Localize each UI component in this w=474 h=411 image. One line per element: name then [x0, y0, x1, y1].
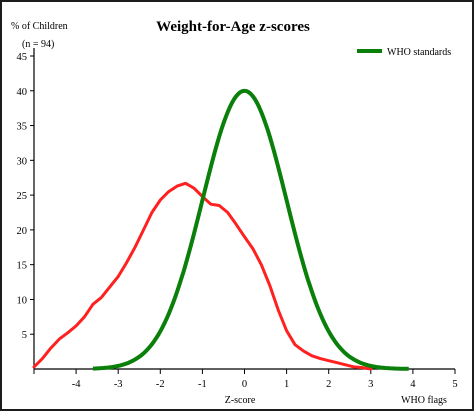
y-tick-label: 40	[17, 87, 28, 98]
x-ticks: -4 -3 -2 -1 0 1 2 3 4 5	[33, 369, 458, 390]
x-tick-label: -2	[156, 379, 165, 390]
y-tick-label: 10	[17, 295, 28, 306]
x-tick-label: 5	[452, 379, 457, 390]
y-tick-label: 45	[17, 52, 28, 63]
x-tick-label: -4	[72, 379, 81, 390]
series-layer	[32, 88, 409, 371]
x-tick-label: -3	[114, 379, 123, 390]
y-axis-label: % of Children	[11, 21, 68, 32]
chart-title: Weight-for-Age z-scores	[156, 19, 310, 35]
y-tick-label: 20	[17, 226, 28, 237]
y-tick-label: 15	[17, 261, 28, 272]
y-tick-label: 35	[17, 122, 28, 133]
who-flags-label: WHO flags	[401, 395, 447, 406]
x-axis-label: Z-score	[225, 395, 256, 406]
y-tick-label: 30	[17, 156, 28, 167]
sample-size-note: (n = 94)	[22, 39, 54, 50]
x-tick-label: 1	[284, 379, 289, 390]
x-tick-label: 3	[368, 379, 373, 390]
series-line-who-standards	[92, 88, 409, 371]
series-line-survey	[32, 181, 373, 371]
x-tick-label: 4	[410, 379, 416, 390]
y-ticks: 5 10 15 20 25 30 35 40 45	[17, 52, 34, 341]
y-tick-label: 25	[17, 191, 28, 202]
legend: WHO standards	[357, 47, 451, 58]
axes	[33, 48, 455, 370]
x-tick-label: 2	[326, 379, 331, 390]
x-tick-label: -1	[198, 379, 207, 390]
legend-label-who: WHO standards	[387, 47, 451, 58]
x-tick-label: 0	[242, 379, 247, 390]
y-tick-label: 5	[22, 330, 27, 341]
